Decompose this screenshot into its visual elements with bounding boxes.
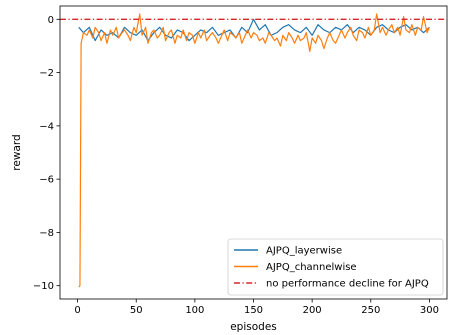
- legend-label-1: AJPQ_layerwise: [266, 246, 342, 257]
- x-tick-label: 0: [74, 305, 80, 316]
- x-tick-label: 100: [185, 305, 204, 316]
- x-tick-label: 200: [303, 305, 322, 316]
- x-tick-label: 250: [361, 305, 380, 316]
- series-line-2: [78, 13, 430, 288]
- y-axis: 0 −2 −4 −6 −8 −10: [33, 15, 60, 292]
- series-layer: [60, 13, 447, 288]
- legend-label-3: no performance decline for AJPQ: [266, 279, 429, 290]
- y-tick-label: −10: [33, 281, 54, 292]
- y-axis-label: reward: [11, 134, 23, 170]
- y-tick-label: −6: [39, 175, 54, 186]
- legend-label-2: AJPQ_channelwise: [266, 262, 357, 273]
- x-tick-label: 300: [420, 305, 439, 316]
- legend-box: [227, 238, 444, 296]
- y-tick-label: −8: [39, 228, 54, 239]
- x-tick-label: 50: [130, 305, 143, 316]
- x-tick-label: 150: [244, 305, 263, 316]
- x-axis: 0 50 100 150 200 250 300: [74, 299, 439, 316]
- y-tick-label: 0: [48, 15, 54, 26]
- y-tick-label: −2: [39, 68, 54, 79]
- y-tick-label: −4: [39, 121, 54, 132]
- x-axis-label: episodes: [230, 321, 277, 333]
